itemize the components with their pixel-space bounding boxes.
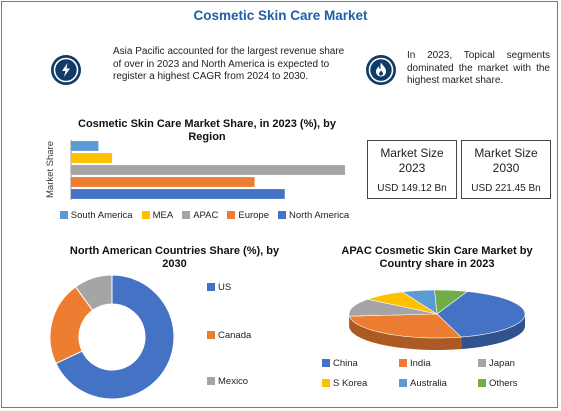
bar-legend-south-america: South America <box>59 210 133 224</box>
pie-legend-china: China <box>322 358 358 369</box>
pie-legend-label: Japan <box>489 358 515 369</box>
pie-chart-title: APAC Cosmetic Skin Care Market by Countr… <box>341 245 533 270</box>
page-title: Cosmetic Skin Care Market <box>193 8 368 23</box>
bar-legend-apac: APAC <box>182 210 218 224</box>
bar-legend-swatch <box>278 211 286 219</box>
pie-slice-others <box>434 289 468 315</box>
pie-legend-label: Others <box>489 378 518 389</box>
donut-legend-label: US <box>218 282 232 293</box>
bar-chart-title: Cosmetic Skin Care Market Share, in 2023… <box>78 118 336 143</box>
pie-chart <box>348 289 526 350</box>
pie-legend-australia: Australia <box>399 378 447 389</box>
bar-chart <box>70 140 345 200</box>
pie-legend-label: India <box>410 358 431 369</box>
pie-side-india <box>349 316 462 350</box>
donut-slice-us <box>55 274 175 400</box>
bar-legend-mea: MEA <box>141 210 174 224</box>
bar-legend-label: MEA <box>152 210 174 221</box>
bar-legend-label: Europe <box>238 210 269 221</box>
market-size-2023-value: USD 149.12 Bn <box>377 183 447 194</box>
pie-slice-japan <box>348 298 438 317</box>
pie-legend-swatch <box>478 379 486 387</box>
donut-legend-swatch <box>207 283 215 291</box>
pie-slice-china <box>436 291 526 338</box>
donut-slice-mexico <box>74 274 113 312</box>
donut-chart-legend: US Canada Mexico <box>207 282 287 392</box>
market-size-2030-value: USD 221.45 Bn <box>471 183 541 194</box>
bar-chart-legend: South America MEA APAC Europe North America <box>57 210 352 224</box>
pie-slice-india <box>348 313 462 339</box>
pie-legend-swatch <box>322 379 330 387</box>
donut-chart <box>49 274 175 400</box>
pie-legend-label: China <box>333 358 358 369</box>
pie-slice-australia <box>401 289 438 315</box>
pie-legend-japan: Japan <box>478 358 515 369</box>
market-size-2023-box: Market Size 2023 USD 149.12 Bn <box>367 140 457 199</box>
bar-legend-swatch <box>59 211 68 219</box>
bar-legend-label: APAC <box>193 210 219 221</box>
bar-south-america <box>71 141 99 151</box>
donut-legend-swatch <box>207 377 215 385</box>
bar-apac <box>71 165 345 175</box>
donut-legend-label: Mexico <box>218 376 249 387</box>
pie-slice-s-korea <box>366 291 438 315</box>
market-size-2030-box: Market Size 2030 USD 221.45 Bn <box>461 140 551 199</box>
pie-chart-legend: China India Japan S Korea Australia Others <box>322 358 552 398</box>
pie-legend-swatch <box>399 379 407 387</box>
bar-legend-swatch <box>227 211 236 219</box>
market-size-2023-year: 2023 <box>398 161 426 175</box>
market-size-2023-label: Market Size <box>380 146 444 160</box>
market-size-2030-label: Market Size <box>474 146 538 160</box>
donut-legend-canada: Canada <box>207 330 251 341</box>
bar-legend-north-america: North America <box>278 210 349 224</box>
info-text-left: Asia Pacific accounted for the largest r… <box>113 46 345 82</box>
donut-legend-swatch <box>207 331 215 339</box>
pie-legend-swatch <box>399 359 407 367</box>
pie-legend-label: Australia <box>410 378 447 389</box>
bar-legend-swatch <box>141 211 150 219</box>
donut-legend-label: Canada <box>218 330 252 341</box>
info-text-right: In 2023, Topical segments dominated the … <box>407 50 550 86</box>
bar-mea <box>71 153 113 163</box>
donut-chart-title: North American Countries Share (%), by 2… <box>69 245 280 270</box>
market-size-2030-year: 2030 <box>492 161 520 175</box>
pie-legend-others: Others <box>478 378 518 389</box>
pie-side-china <box>461 314 525 350</box>
bar-legend-label: North America <box>289 210 350 221</box>
bar-north-america <box>71 189 285 199</box>
lightning-icon <box>51 55 81 85</box>
pie-legend-swatch <box>478 359 486 367</box>
pie-legend-label: S Korea <box>333 378 368 389</box>
pie-legend-swatch <box>322 359 330 367</box>
bar-legend-swatch <box>182 211 191 219</box>
donut-legend-mexico: Mexico <box>207 376 248 387</box>
bar-chart-ylabel: Market Share <box>45 140 56 198</box>
donut-legend-us: US <box>207 282 231 293</box>
flame-icon <box>366 55 396 85</box>
bar-legend-europe: Europe <box>227 210 269 224</box>
pie-legend-india: India <box>399 358 431 369</box>
bar-europe <box>71 177 255 187</box>
bar-legend-label: South America <box>70 210 133 221</box>
pie-legend-s-korea: S Korea <box>322 378 367 389</box>
